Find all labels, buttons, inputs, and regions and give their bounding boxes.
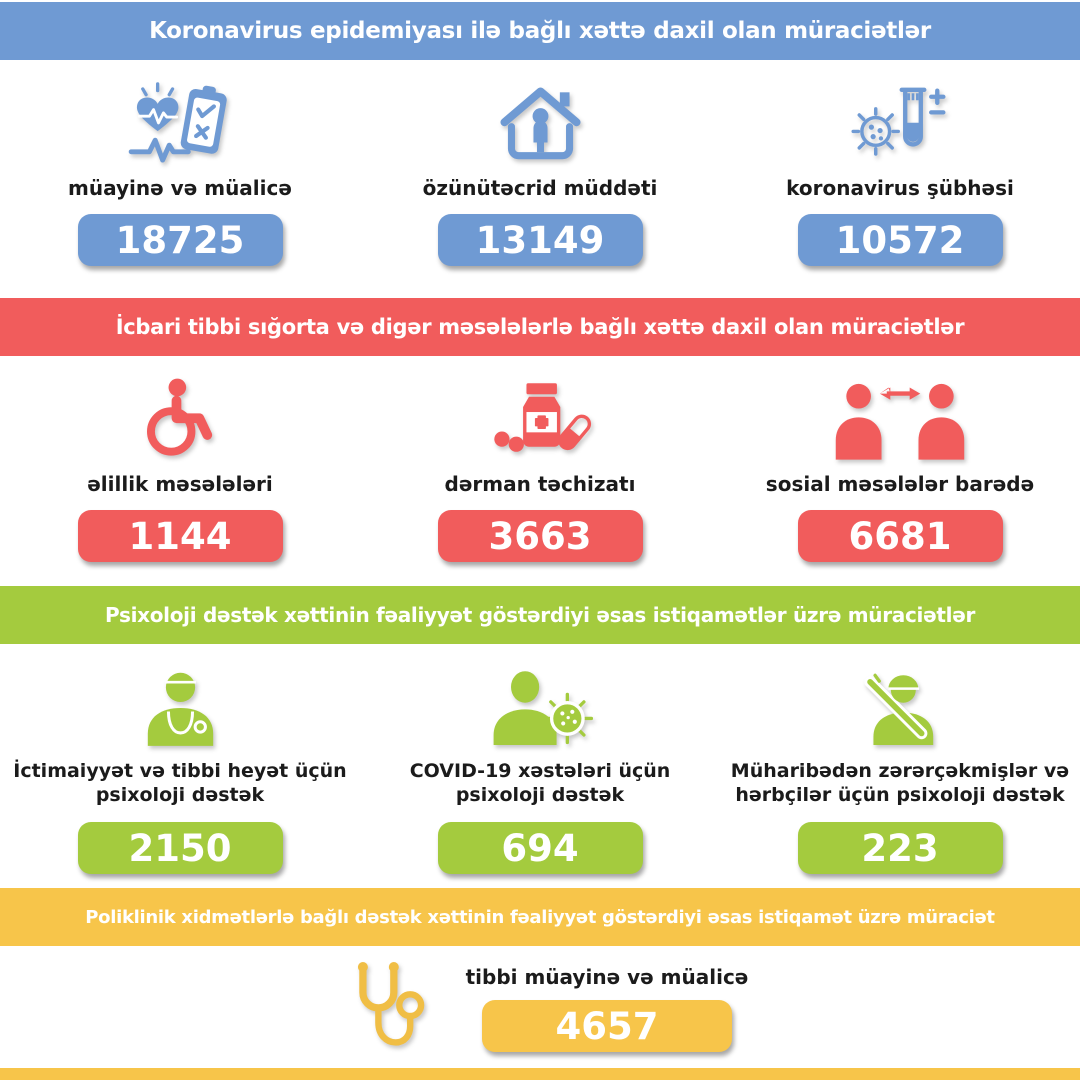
stat-item-medicine: dərman təchizatı 3663 [360, 356, 720, 586]
section-header-polyclinic: Poliklinik xidmətlərlə bağlı dəstək xətt… [0, 888, 1080, 946]
stat-label: dərman təchizatı [444, 471, 636, 496]
stat-value: 13149 [437, 214, 643, 266]
stat-label: özünütəcrid müddəti [422, 175, 658, 200]
stat-label: müayinə və müalicə [68, 175, 292, 200]
stat-value: 18725 [77, 214, 283, 266]
section-header-insurance: İcbari tibbi sığorta və digər məsələlərl… [0, 298, 1080, 356]
stat-value: 3663 [437, 510, 643, 562]
footer-bar [0, 1068, 1080, 1080]
stat-item-social: sosial məsələlər barədə 6681 [720, 356, 1080, 586]
stat-label: koronavirus şübhəsi [786, 175, 1014, 200]
stat-item-examination: müayinə və müalicə 18725 [0, 60, 360, 298]
stats-row-psychological: İctimaiyyət və tibbi heyət üçün psixoloj… [0, 644, 1080, 888]
stat-value: 2150 [77, 822, 283, 874]
soldier-icon [850, 662, 950, 754]
stat-item-covid-patients: COVID-19 xəstələri üçün psixoloji dəstək… [360, 644, 720, 888]
stat-label: İctimaiyyət və tibbi heyət üçün psixoloj… [13, 760, 347, 806]
stat-label: sosial məsələlər barədə [765, 471, 1035, 496]
stat-value: 6681 [797, 510, 1003, 562]
stat-item-quarantine: özünütəcrid müddəti 13149 [360, 60, 720, 298]
stat-value: 1144 [77, 510, 283, 562]
stat-item-medical-exam: tibbi müayinə və müalicə 4657 [465, 962, 749, 1052]
stat-item-public-staff: İctimaiyyət və tibbi heyət üçün psixoloj… [0, 644, 360, 888]
medicine-bottle-pills-icon [485, 374, 595, 466]
stat-label: əlillik məsələləri [87, 471, 273, 496]
stats-row-coronavirus: müayinə və müalicə 18725 özünütəcrid müd… [0, 60, 1080, 298]
stat-label: tibbi müayinə və müalicə [465, 964, 749, 989]
stat-label: Müharibədən zərərçəkmişlər və hərbçilər … [730, 760, 1070, 806]
doctor-icon [133, 662, 228, 754]
social-distance-icon [825, 374, 975, 466]
home-quarantine-icon [492, 78, 589, 170]
stat-value: 223 [797, 822, 1003, 874]
stats-row-polyclinic: tibbi müayinə və müalicə 4657 [0, 946, 1080, 1068]
section-header-psychological: Psixoloji dəstək xəttinin fəaliyyət göst… [0, 586, 1080, 644]
stat-item-suspicion: koronavirus şübhəsi 10572 [720, 60, 1080, 298]
stat-value: 10572 [797, 214, 1003, 266]
virus-test-tube-icon [848, 78, 952, 170]
person-virus-icon [482, 662, 598, 754]
stat-item-disability: əlillik məsələləri 1144 [0, 356, 360, 586]
stat-value: 694 [437, 822, 643, 874]
heart-pulse-clipboard-icon [126, 78, 234, 170]
wheelchair-icon [136, 374, 224, 466]
section-header-coronavirus: Koronavirus epidemiyası ilə bağlı xəttə … [0, 2, 1080, 60]
stat-label: COVID-19 xəstələri üçün psixoloji dəstək [409, 760, 671, 806]
stat-item-war-victims: Müharibədən zərərçəkmişlər və hərbçilər … [720, 644, 1080, 888]
stat-value: 4657 [481, 1000, 732, 1052]
stats-row-insurance: əlillik məsələləri 1144 dərman [0, 356, 1080, 586]
stethoscope-icon [332, 961, 432, 1053]
